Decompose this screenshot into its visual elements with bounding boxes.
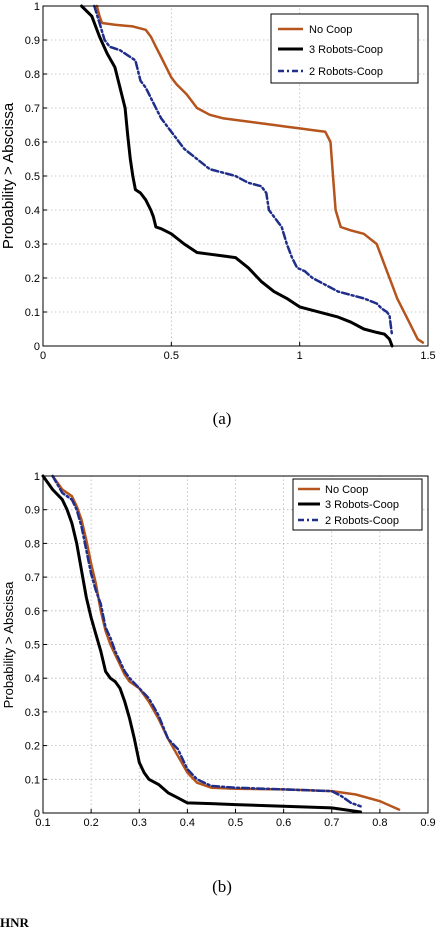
y-tick-label: 0.2 bbox=[25, 273, 40, 285]
x-tick-label: 0.3 bbox=[132, 817, 147, 829]
y-tick-label: 0 bbox=[34, 808, 40, 820]
y-tick-label: 0.6 bbox=[25, 606, 40, 618]
y-tick-label: 0.6 bbox=[25, 137, 40, 149]
x-tick-label: 0.7 bbox=[324, 817, 339, 829]
x-tick-label: 0.5 bbox=[228, 817, 243, 829]
chart-a-legend-label-no-coop: No Coop bbox=[309, 24, 352, 36]
chart-b: 0.1 0.2 0.3 0.4 0.5 0.6 0.7 0.8 0.900.10.20.30.4… bbox=[1, 471, 436, 896]
y-tick-label: 1 bbox=[34, 471, 40, 483]
y-tick-label: 1 bbox=[34, 1, 40, 13]
y-tick-label: 0 bbox=[34, 341, 40, 353]
chart-b-legend-label-2-robots: 2 Robots-Coop bbox=[325, 515, 399, 527]
chart-b-legend-label-3-robots: 3 Robots-Coop bbox=[325, 499, 399, 511]
y-tick-label: 0.5 bbox=[25, 171, 40, 183]
chart-b-caption: (b) bbox=[212, 877, 232, 896]
y-tick-label: 0.4 bbox=[25, 673, 40, 685]
chart-a-legend-label-3-robots: 3 Robots-Coop bbox=[309, 44, 383, 56]
x-tick-label: 1.5 bbox=[420, 350, 435, 362]
y-tick-label: 0.1 bbox=[25, 307, 40, 319]
chart-a-ticks: 0 0.5 1 1.5 0 0.1 0.2 0.3 0.4 0.5 0.6 0.7 0.8 0.9 1 bbox=[25, 1, 436, 362]
chart-b-legend: No Coop 3 Robots-Coop 2 Robots-Coop bbox=[292, 478, 423, 531]
x-tick-label: 1 bbox=[297, 350, 303, 362]
y-tick-label: 0.7 bbox=[25, 572, 40, 584]
series-line-2-robots-coop bbox=[51, 474, 362, 808]
x-tick-label: 0.4 bbox=[180, 817, 195, 829]
chart-a-caption: (a) bbox=[213, 409, 232, 428]
y-tick-label: 0.1 bbox=[25, 774, 40, 786]
series-line-3-robots-coop bbox=[41, 474, 363, 814]
series-line-3-robots-coop bbox=[80, 4, 394, 348]
y-tick-label: 0.8 bbox=[25, 69, 40, 81]
x-tick-label: 0.9 bbox=[420, 817, 435, 829]
x-tick-label: 0.8 bbox=[372, 817, 387, 829]
chart-b-ticks: 0.1 0.2 0.3 0.4 0.5 0.6 0.7 0.8 0.900.10.20.30.4… bbox=[25, 471, 436, 829]
y-tick-label: 0.9 bbox=[25, 35, 40, 47]
y-tick-label: 0.8 bbox=[25, 538, 40, 550]
y-tick-label: 0.4 bbox=[25, 205, 40, 217]
chart-a-legend: No Coop 3 Robots-Coop 2 Robots-Coop bbox=[270, 13, 419, 84]
chart-a-series-group bbox=[80, 4, 425, 348]
y-tick-label: 0.9 bbox=[25, 505, 40, 517]
chart-a-legend-label-2-robots: 2 Robots-Coop bbox=[309, 66, 383, 78]
chart-a-ylabel: Probability > Abscissa bbox=[0, 102, 17, 249]
x-tick-label: 0.2 bbox=[83, 817, 98, 829]
chart-b-legend-label-no-coop: No Coop bbox=[325, 484, 368, 496]
y-tick-label: 0.5 bbox=[25, 640, 40, 652]
y-tick-label: 0.3 bbox=[25, 239, 40, 251]
chart-a: 0 0.5 1 1.5 0 0.1 0.2 0.3 0.4 0.5 0.6 0.7 0.8 0.9 1 Pr… bbox=[0, 1, 436, 428]
x-tick-label: 0 bbox=[40, 350, 46, 362]
series-line-2-robots-coop bbox=[93, 4, 394, 338]
footer-fragment: HNR bbox=[0, 915, 30, 930]
x-tick-label: 0.6 bbox=[276, 817, 291, 829]
y-tick-label: 0.3 bbox=[25, 707, 40, 719]
y-tick-label: 0.2 bbox=[25, 741, 40, 753]
chart-b-series-group bbox=[41, 474, 401, 814]
x-tick-label: 0.5 bbox=[164, 350, 179, 362]
y-tick-label: 0.7 bbox=[25, 103, 40, 115]
x-tick-label: 0.1 bbox=[35, 817, 50, 829]
chart-b-ylabel: Probability > Abscissa bbox=[1, 581, 16, 709]
series-line-no-coop bbox=[95, 4, 425, 344]
